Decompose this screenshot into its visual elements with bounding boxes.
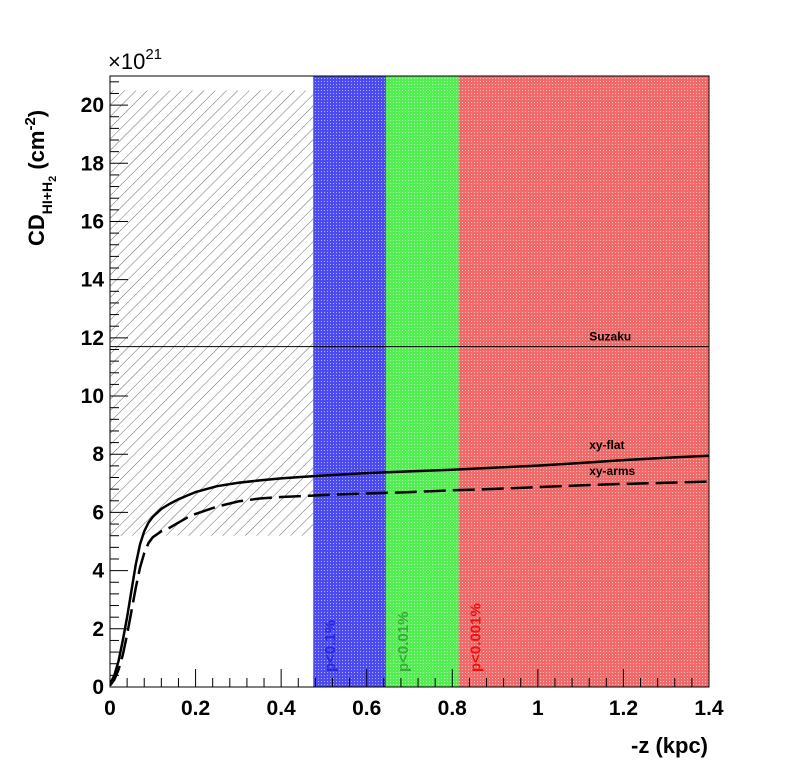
y-tick-label: 0 [92,676,104,699]
plot-frame [109,75,710,688]
scale-exponent: ×1021 [108,46,162,74]
series-layer [110,454,709,687]
y-title-main: CD [24,214,49,246]
x-tick-label: 0.8 [438,697,468,720]
y-tick-label: 14 [81,269,105,292]
series-xy-arms [110,480,709,687]
y-title-unit-open: (cm [24,131,49,176]
blue-band-label: p<0.1% [322,620,339,672]
y-tick-label: 16 [81,210,104,233]
y-axis-title: CDHI+H2 (cm-2) [22,110,59,246]
y-tick-label: 6 [92,501,104,524]
y-title-unit-close: ) [24,110,49,117]
x-tick-label: 0 [104,697,116,720]
x-axis-title: -z (kpc) [631,733,708,758]
y-title-sub2: 2 [47,176,59,182]
blue-band-texture [313,76,386,687]
x-tick-label: 0.6 [352,697,381,720]
green-band-texture [385,76,459,687]
y-tick-label: 18 [81,152,105,175]
y-tick-label: 4 [92,560,104,583]
x-tick-label: 0.2 [181,697,210,720]
band-labels: p<0.1% p<0.01% p<0.001% [322,603,484,672]
x-tick-label: 1 [532,697,544,720]
y-tick-label: 10 [81,385,104,408]
x-tick-label: 1.4 [694,697,724,720]
x-tick-label: 0.4 [267,697,297,720]
significance-bands [313,76,709,687]
scale-exponent-power: 21 [145,46,162,63]
red-band-texture [458,76,709,687]
suzaku-label: Suzaku [589,330,631,344]
red-band-label: p<0.001% [468,603,485,672]
scale-exponent-prefix: ×10 [108,49,145,74]
y-tick-label: 12 [81,327,104,350]
y-tick-label: 20 [81,94,104,117]
y-title-unit-exp: -2 [22,117,39,130]
y-tick-label: 8 [92,443,104,466]
x-tick-label: 1.2 [609,697,638,720]
green-band-label: p<0.01% [395,612,412,672]
series-label-xy-arms: xy-arms [589,464,635,478]
series-labels: xy-flat xy-arms [589,438,635,478]
axes: 0 0.2 0.4 0.6 0.8 1 1.2 1.4 0 2 4 6 8 10 12 14 16 18 20 [81,81,724,720]
y-title-sub: HI+H [39,182,55,214]
series-xy-flat [110,454,709,685]
series-label-xy-flat: xy-flat [589,438,624,452]
hatched-region [110,90,314,536]
y-tick-label: 2 [92,618,104,641]
